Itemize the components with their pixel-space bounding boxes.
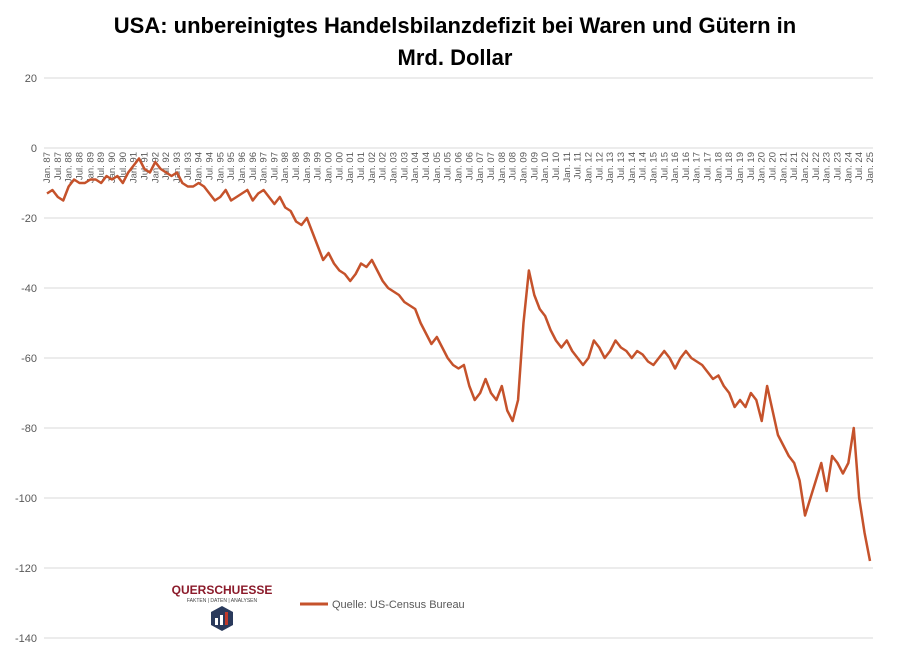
x-tick-label: Jul. 92 bbox=[161, 152, 172, 180]
x-tick-label: Jul. 89 bbox=[96, 152, 107, 180]
x-tick-label: Jul. 23 bbox=[833, 152, 844, 180]
x-tick-label: Jan. 88 bbox=[64, 152, 75, 183]
x-tick-label: Jan. 03 bbox=[389, 152, 400, 183]
x-tick-label: Jul. 24 bbox=[854, 152, 865, 180]
x-tick-label: Jul. 02 bbox=[378, 152, 389, 180]
x-tick-label: Jan. 98 bbox=[280, 152, 291, 183]
x-tick-label: Jul. 87 bbox=[53, 152, 64, 180]
x-tick-label: Jul. 16 bbox=[681, 152, 692, 180]
logo-title: QUERSCHUESSE bbox=[172, 583, 273, 597]
x-tick-label: Jan. 13 bbox=[605, 152, 616, 183]
x-tick-label: Jan. 97 bbox=[259, 152, 270, 183]
x-tick-label: Jan. 25 bbox=[865, 152, 876, 183]
x-tick-label: Jul. 08 bbox=[508, 152, 519, 180]
y-tick-label: 20 bbox=[25, 73, 37, 85]
x-tick-label: Jan. 07 bbox=[475, 152, 486, 183]
x-tick-label: Jul. 01 bbox=[356, 152, 367, 180]
logo-tagline: FAKTEN | DATEN | ANALYSEN bbox=[187, 598, 258, 604]
x-tick-label: Jan. 06 bbox=[454, 152, 465, 183]
x-tick-label: Jan. 22 bbox=[800, 152, 811, 183]
logo-icon bbox=[211, 606, 233, 631]
x-tick-label: Jul. 10 bbox=[551, 152, 562, 180]
x-tick-label: Jan. 19 bbox=[735, 152, 746, 183]
x-tick-label: Jul. 03 bbox=[399, 152, 410, 180]
x-tick-label: Jul. 12 bbox=[594, 152, 605, 180]
y-tick-label: -80 bbox=[21, 423, 37, 435]
x-tick-label: Jul. 07 bbox=[486, 152, 497, 180]
legend-label: Quelle: US-Census Bureau bbox=[332, 599, 465, 611]
x-tick-label: Jan. 01 bbox=[345, 152, 356, 183]
x-tick-label: Jan. 08 bbox=[497, 152, 508, 183]
x-tick-label: Jan. 10 bbox=[540, 152, 551, 183]
x-tick-label: Jan. 11 bbox=[562, 152, 573, 182]
x-tick-label: Jul. 15 bbox=[659, 152, 670, 180]
x-tick-label: Jan. 04 bbox=[410, 152, 421, 183]
x-tick-label: Jan. 99 bbox=[302, 152, 313, 183]
x-tick-label: Jul. 09 bbox=[529, 152, 540, 180]
x-tick-label: Jul. 96 bbox=[248, 152, 259, 180]
y-tick-label: -20 bbox=[21, 213, 37, 225]
x-tick-label: Jul. 18 bbox=[724, 152, 735, 180]
y-tick-label: -60 bbox=[21, 353, 37, 365]
x-tick-label: Jan. 94 bbox=[194, 152, 205, 183]
x-tick-label: Jan. 24 bbox=[843, 152, 854, 183]
chart-title: USA: unbereinigtes Handelsbilanzdefizit … bbox=[113, 13, 797, 70]
x-tick-label: Jan. 05 bbox=[432, 152, 443, 183]
x-tick-label: Jan. 12 bbox=[583, 152, 594, 183]
x-tick-label: Jan. 00 bbox=[324, 152, 335, 183]
x-tick-label: Jul. 91 bbox=[139, 152, 150, 180]
x-tick-label: Jul. 97 bbox=[269, 152, 280, 180]
x-tick-label: Jul. 06 bbox=[464, 152, 475, 180]
x-tick-label: Jan. 09 bbox=[518, 152, 529, 183]
y-tick-label: -120 bbox=[15, 563, 37, 575]
y-tick-label: -100 bbox=[15, 493, 37, 505]
x-tick-label: Jan. 20 bbox=[757, 152, 768, 183]
x-tick-label: Jan. 87 bbox=[42, 152, 53, 183]
x-tick-label: Jul. 20 bbox=[768, 152, 779, 180]
x-tick-label: Jan. 92 bbox=[150, 152, 161, 183]
x-tick-label: Jul. 21 bbox=[789, 152, 800, 180]
x-tick-label: Jul. 98 bbox=[291, 152, 302, 180]
x-tick-label: Jul. 94 bbox=[204, 152, 215, 180]
x-tick-label: Jan. 14 bbox=[627, 152, 638, 183]
x-tick-label: Jan. 23 bbox=[822, 152, 833, 183]
x-tick-label: Jan. 91 bbox=[129, 152, 140, 183]
x-tick-label: Jul. 93 bbox=[183, 152, 194, 180]
x-tick-label: Jan. 89 bbox=[85, 152, 96, 183]
x-tick-label: Jul. 04 bbox=[421, 152, 432, 180]
x-tick-label: Jan. 93 bbox=[172, 152, 183, 183]
x-tick-label: Jul. 88 bbox=[74, 152, 85, 180]
x-tick-label: Jan. 95 bbox=[215, 152, 226, 183]
x-tick-label: Jul. 13 bbox=[616, 152, 627, 180]
x-tick-label: Jul. 14 bbox=[638, 152, 649, 180]
data-line bbox=[46, 157, 872, 562]
x-tick-label: Jan. 21 bbox=[778, 152, 789, 183]
x-tick-label: Jan. 18 bbox=[713, 152, 724, 183]
x-tick-label: Jan. 90 bbox=[107, 152, 118, 183]
x-tick-label: Jul. 11 bbox=[573, 152, 584, 179]
y-tick-label: -140 bbox=[15, 633, 37, 645]
x-tick-label: Jan. 02 bbox=[367, 152, 378, 183]
x-tick-label: Jul. 05 bbox=[443, 152, 454, 180]
x-tick-label: Jul. 99 bbox=[313, 152, 324, 180]
x-tick-label: Jul. 19 bbox=[746, 152, 757, 180]
y-tick-label: 0 bbox=[31, 143, 37, 155]
x-tick-label: Jul. 00 bbox=[334, 152, 345, 180]
x-tick-label: Jan. 17 bbox=[692, 152, 703, 183]
x-tick-label: Jul. 90 bbox=[118, 152, 129, 180]
x-tick-label: Jul. 22 bbox=[811, 152, 822, 180]
x-tick-label: Jan. 96 bbox=[237, 152, 248, 183]
x-tick-label: Jul. 17 bbox=[703, 152, 714, 180]
x-tick-label: Jul. 95 bbox=[226, 152, 237, 180]
y-tick-label: -40 bbox=[21, 283, 37, 295]
x-tick-label: Jan. 16 bbox=[670, 152, 681, 183]
x-tick-label: Jan. 15 bbox=[648, 152, 659, 183]
